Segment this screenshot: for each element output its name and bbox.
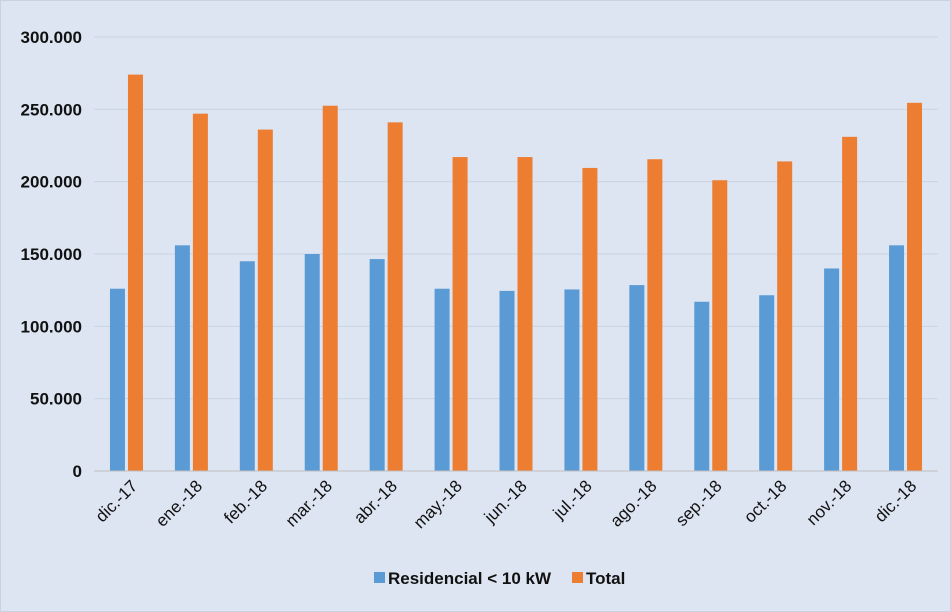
x-tick-label: mar.-18 [282, 476, 336, 530]
y-tick-label: 300.000 [21, 28, 82, 47]
bar-total [907, 102, 923, 471]
gridlines [94, 36, 938, 400]
x-tick-label: sep.-18 [672, 476, 726, 530]
x-tick-label: may.-18 [410, 476, 466, 532]
y-tick-label: 100.000 [21, 317, 82, 336]
x-tick-label: feb.-18 [220, 476, 271, 527]
bar-residencial [564, 289, 580, 471]
bar-residencial [824, 268, 840, 471]
legend-label: Total [586, 569, 625, 588]
x-axis-ticks: dic.-17 ene.-18 feb.-18 mar.-18 abr.-18 may.-… [92, 476, 921, 532]
bar-total [452, 157, 468, 471]
legend-swatch [374, 572, 385, 583]
legend: Residencial < 10 kW Total [374, 569, 625, 588]
bar-total [582, 167, 598, 471]
x-tick-label: jul.-18 [549, 476, 596, 523]
bar-residencial [889, 245, 905, 471]
x-tick-label: abr.-18 [350, 476, 401, 527]
bar-residencial [109, 288, 125, 471]
bar-residencial [499, 290, 515, 471]
y-axis-ticks: 0 50.000 100.000 150.000 200.000 250.000 300.0… [21, 28, 82, 481]
bar-residencial [759, 295, 775, 471]
bar-total [842, 136, 858, 471]
x-tick-label: nov.-18 [803, 476, 856, 529]
bar-total [387, 122, 403, 471]
bar-total [192, 113, 208, 471]
x-tick-label: ene.-18 [152, 476, 206, 530]
x-tick-label: oct.-18 [740, 476, 790, 526]
legend-label: Residencial < 10 kW [388, 569, 552, 588]
x-tick-label: ago.-18 [606, 476, 660, 530]
x-tick-label: jun.-18 [480, 476, 531, 527]
y-tick-label: 0 [73, 462, 82, 481]
legend-swatch [572, 572, 583, 583]
bar-residencial [239, 261, 255, 471]
bar-residencial [174, 245, 190, 471]
y-tick-label: 200.000 [21, 173, 82, 192]
x-tick-label: dic.-18 [871, 476, 921, 526]
bar-total [127, 74, 143, 471]
bar-total [647, 159, 663, 471]
bar-residencial [434, 288, 450, 471]
bar-total [517, 157, 533, 471]
y-tick-label: 250.000 [21, 100, 82, 119]
bar-total [257, 129, 273, 471]
y-tick-label: 150.000 [21, 245, 82, 264]
x-tick-label: dic.-17 [92, 476, 142, 526]
bar-residencial [694, 301, 710, 471]
bar-total [777, 161, 793, 471]
bar-residencial [304, 254, 320, 471]
bars [109, 74, 923, 471]
y-tick-label: 50.000 [30, 390, 82, 409]
bar-residencial [629, 285, 645, 471]
bar-total [322, 105, 338, 471]
bar-total [712, 180, 728, 471]
bar-residencial [369, 259, 385, 471]
